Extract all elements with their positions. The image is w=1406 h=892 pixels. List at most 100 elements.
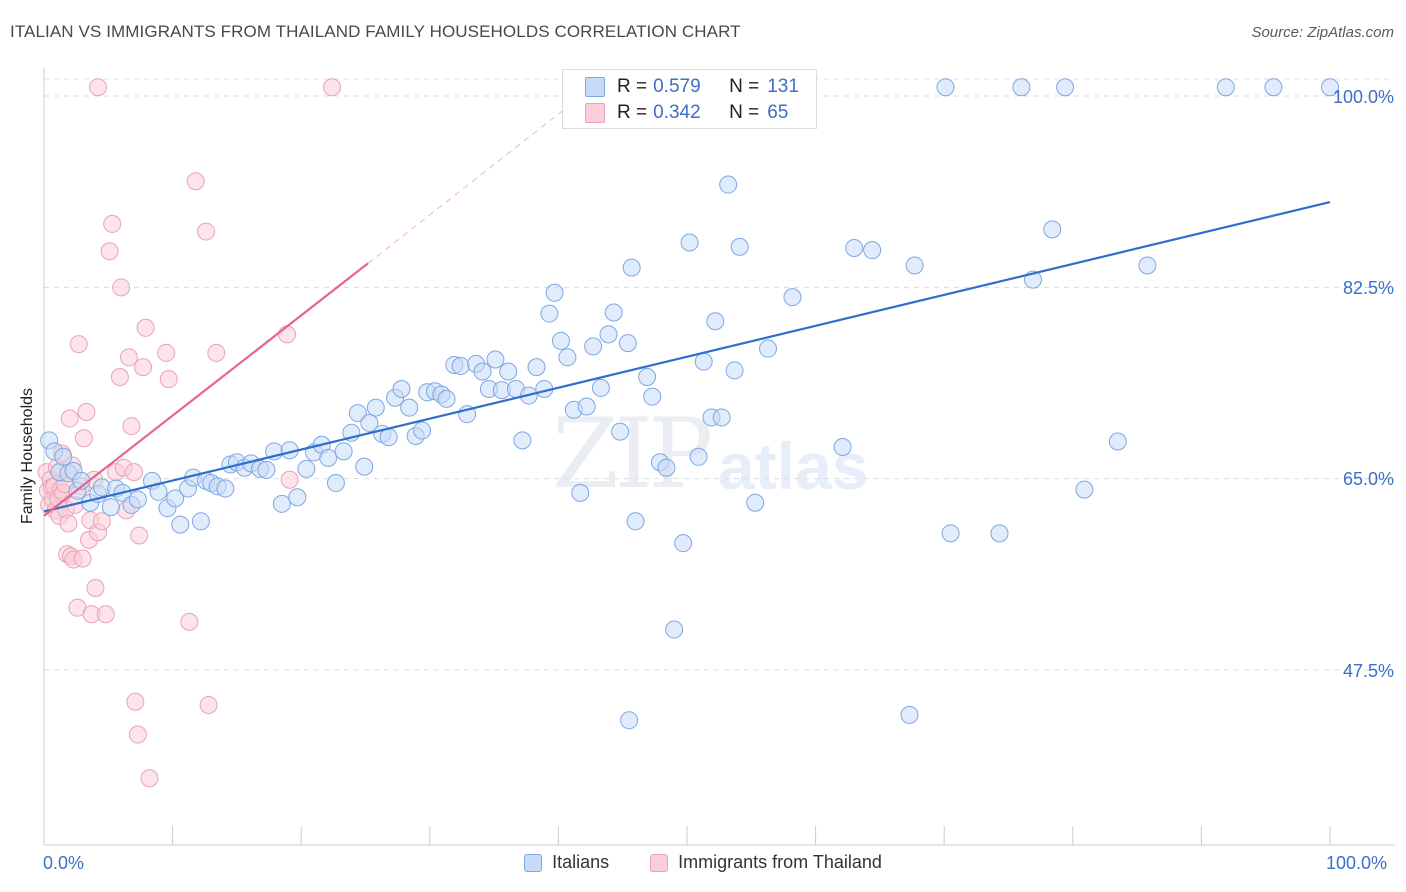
legend-swatch-thailand — [650, 853, 669, 872]
italians-point — [413, 421, 432, 440]
thailand-point — [199, 695, 218, 714]
italians-point — [379, 428, 398, 447]
n-label: N = — [729, 76, 760, 97]
italians-point — [451, 357, 470, 376]
thailand-point — [159, 370, 178, 389]
italians-point — [288, 488, 307, 507]
legend-item-italians[interactable]: Italians — [524, 852, 609, 873]
thailand-point — [197, 222, 216, 241]
y-axis-label: Family Households — [19, 387, 36, 525]
y-tick-label-100: 100.0% — [1332, 87, 1394, 107]
italians-point — [558, 348, 577, 367]
r-label: R = — [617, 102, 648, 123]
n-label: N = — [729, 102, 760, 123]
thailand-point — [157, 343, 176, 362]
italians-point — [674, 534, 693, 553]
italians-point — [746, 493, 765, 512]
italians-point — [638, 367, 657, 386]
thailand-swatch — [585, 103, 605, 123]
italians-point — [334, 442, 353, 461]
italians-point — [326, 474, 345, 493]
italians-point — [355, 457, 374, 476]
thailand-point — [86, 579, 105, 597]
correlation-stats-box: R = 0.579 N = 131 R = 0.342 N = 65 — [562, 69, 817, 129]
italians-point — [689, 447, 708, 466]
italians-point — [833, 437, 852, 456]
italians-point — [437, 389, 456, 408]
thailand-point — [96, 605, 115, 624]
chart-title: ITALIAN VS IMMIGRANTS FROM THAILAND FAMI… — [10, 22, 741, 41]
italians-point — [1012, 78, 1031, 97]
thailand-point — [207, 343, 226, 362]
legend-item-thailand[interactable]: Immigrants from Thailand — [650, 852, 882, 873]
italians-point — [783, 288, 802, 307]
italians-point — [990, 524, 1009, 543]
italians-point — [272, 494, 291, 513]
italians-n-value: 131 — [767, 76, 799, 97]
italians-point — [1108, 432, 1127, 451]
italians-point — [665, 620, 684, 639]
thailand-point — [140, 769, 159, 788]
italians-point — [936, 78, 955, 97]
italians-trendline — [43, 200, 1331, 513]
italians-point — [604, 303, 623, 322]
italians-point — [551, 331, 570, 350]
italians-point — [591, 378, 610, 397]
italians-point — [643, 387, 662, 406]
italians-point — [1216, 78, 1235, 97]
italians-point — [577, 397, 596, 416]
thailand-point — [89, 78, 108, 97]
y-tick-label-82-5: 82.5% — [1342, 278, 1394, 298]
italians-point — [257, 460, 276, 479]
r-label: R = — [617, 76, 648, 97]
italians-point — [725, 361, 744, 380]
x-tick-label-min: 0.0% — [43, 853, 85, 873]
italians-point — [622, 258, 641, 277]
italians-point — [712, 408, 731, 427]
thailand-point — [323, 78, 342, 97]
thailand-point — [77, 402, 96, 421]
italians-point — [719, 175, 738, 194]
italians-point — [348, 404, 367, 423]
italians-point — [618, 334, 637, 353]
italians-point — [128, 490, 147, 509]
thailand-point — [69, 335, 88, 354]
thailand-n-value: 65 — [767, 102, 789, 123]
thailand-point — [103, 214, 122, 233]
y-tick-label-65: 65.0% — [1342, 469, 1394, 489]
thailand-point — [92, 512, 111, 531]
y-tick-label-47-5: 47.5% — [1342, 661, 1394, 681]
italians-point — [571, 483, 590, 502]
italians-point — [706, 312, 725, 331]
italians-point — [620, 711, 639, 730]
italians-r-value: 0.579 — [653, 76, 701, 97]
thailand-point — [278, 325, 297, 344]
thailand-point — [119, 348, 138, 367]
italians-point — [941, 524, 960, 543]
legend-swatch-italians — [524, 853, 543, 872]
italians-point — [1138, 256, 1157, 275]
italians-point — [694, 352, 713, 371]
italians-point — [486, 350, 505, 369]
thailand-point — [112, 278, 131, 297]
thailand-point — [74, 429, 93, 448]
x-tick-label-max: 100.0% — [1326, 853, 1388, 873]
italians-point — [730, 237, 749, 256]
thailand-point — [280, 470, 299, 489]
italians-point — [166, 489, 185, 508]
italians-point — [657, 458, 676, 477]
thailand-point — [60, 409, 79, 428]
italians-point — [366, 398, 385, 417]
italians-point — [400, 398, 419, 417]
italians-point — [905, 256, 924, 275]
thailand-point — [110, 367, 129, 386]
italians-point — [473, 362, 492, 381]
italians-point — [191, 512, 210, 531]
thailand-point — [136, 318, 155, 337]
italians-point — [101, 498, 120, 517]
italians-point — [1264, 78, 1283, 97]
italians-point — [392, 380, 411, 399]
italians-point — [513, 431, 532, 450]
thailand-point — [122, 417, 141, 436]
